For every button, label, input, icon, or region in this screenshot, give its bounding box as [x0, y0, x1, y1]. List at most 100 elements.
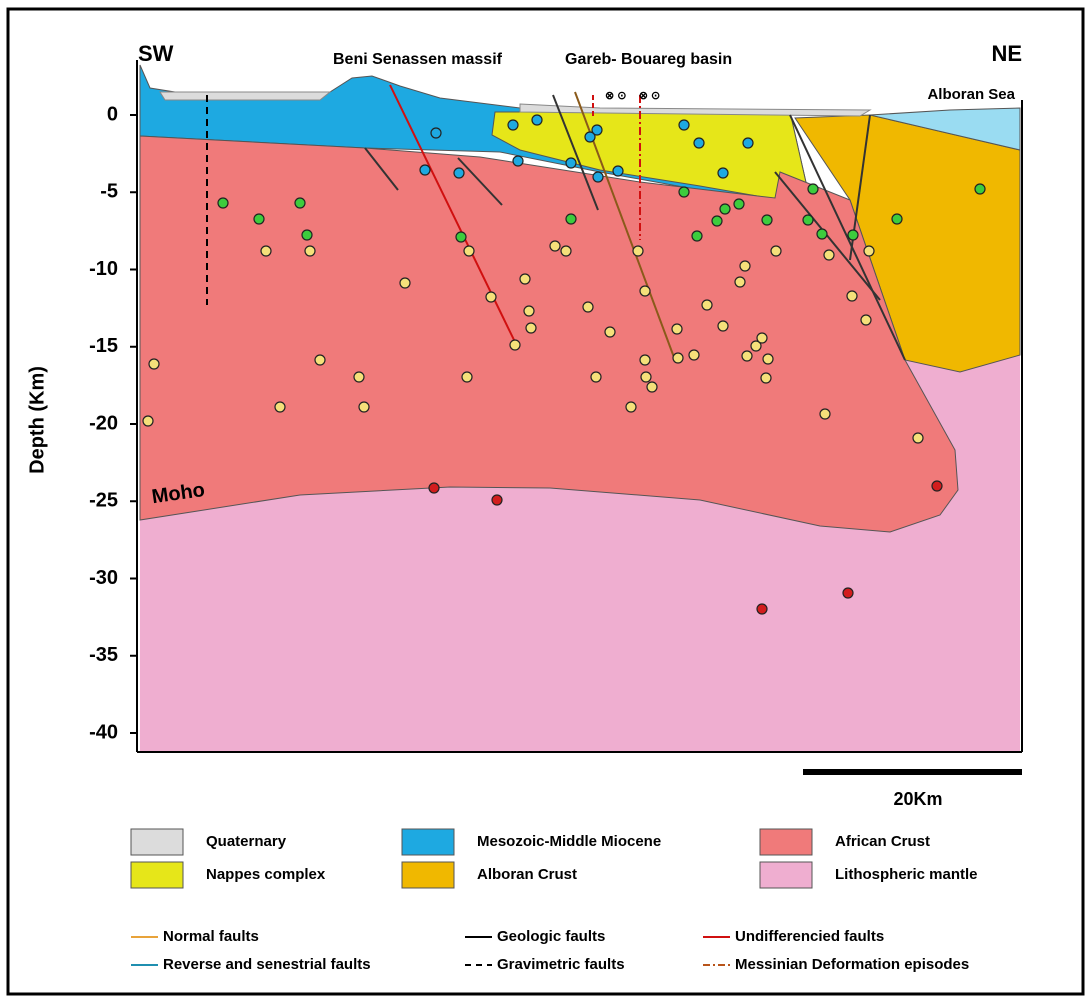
event [561, 246, 571, 256]
event [315, 355, 325, 365]
legend-label: Normal faults [163, 928, 259, 945]
scale-label: 20Km [893, 789, 942, 809]
event [431, 128, 441, 138]
event [583, 302, 593, 312]
axis-label: Depth (Km) [26, 366, 48, 474]
event [718, 168, 728, 178]
event [585, 132, 595, 142]
event [613, 166, 623, 176]
legend-swatch [402, 862, 454, 888]
event [740, 261, 750, 271]
figure: ⊗ ⊙ ⊗ ⊙ SW NE Beni Senassen massif Gareb… [0, 0, 1091, 1001]
event [640, 286, 650, 296]
event [261, 246, 271, 256]
event [149, 359, 159, 369]
event [757, 333, 767, 343]
event [354, 372, 364, 382]
event [647, 382, 657, 392]
event [763, 354, 773, 364]
event [757, 604, 767, 614]
legend-label: Lithospheric mantle [835, 866, 978, 883]
event [513, 156, 523, 166]
event [626, 402, 636, 412]
event [633, 246, 643, 256]
event [820, 409, 830, 419]
event [824, 250, 834, 260]
fault-symbols: ⊗ ⊙ ⊗ ⊙ [605, 90, 660, 102]
event [861, 315, 871, 325]
event [761, 373, 771, 383]
event [762, 215, 772, 225]
event [593, 172, 603, 182]
legend-label: African Crust [835, 833, 930, 850]
tick-label: -30 [89, 567, 118, 589]
basin-label: Gareb- Bouareg basin [565, 51, 732, 68]
legend-label: Geologic faults [497, 928, 605, 945]
event [975, 184, 985, 194]
event [566, 158, 576, 168]
tick-label: -15 [89, 335, 118, 357]
event [689, 350, 699, 360]
event [702, 300, 712, 310]
tick-label: -35 [89, 644, 118, 666]
event [932, 481, 942, 491]
legend-label: Mesozoic-Middle Miocene [477, 833, 661, 850]
event [305, 246, 315, 256]
tick-label: -20 [89, 412, 118, 434]
event [679, 120, 689, 130]
event [892, 214, 902, 224]
tick-label: -40 [89, 721, 118, 743]
event [734, 199, 744, 209]
event [429, 483, 439, 493]
tick-label: -10 [89, 258, 118, 280]
legend-swatch [131, 862, 183, 888]
event [462, 372, 472, 382]
legend-swatch [760, 862, 812, 888]
event [295, 198, 305, 208]
event [420, 165, 430, 175]
event [359, 402, 369, 412]
quaternary [160, 92, 330, 100]
event [743, 138, 753, 148]
event [672, 324, 682, 334]
event [456, 232, 466, 242]
event [913, 433, 923, 443]
event [520, 274, 530, 284]
event [454, 168, 464, 178]
legend-label: Alboran Crust [477, 866, 577, 883]
legend-label: Quaternary [206, 833, 287, 850]
event [566, 214, 576, 224]
legend-swatch [402, 829, 454, 855]
event [492, 495, 502, 505]
event [550, 241, 560, 251]
event [640, 355, 650, 365]
event [591, 372, 601, 382]
event [803, 215, 813, 225]
sea-label: Alboran Sea [927, 86, 1015, 103]
event [143, 416, 153, 426]
legend-swatch [760, 829, 812, 855]
legend-label: Nappes complex [206, 866, 326, 883]
event [843, 588, 853, 598]
event [510, 340, 520, 350]
massif-label: Beni Senassen massif [333, 51, 503, 68]
legend-label: Undifferencied faults [735, 928, 884, 945]
event [524, 306, 534, 316]
event [605, 327, 615, 337]
event [486, 292, 496, 302]
event [847, 291, 857, 301]
event [864, 246, 874, 256]
african-crust [140, 136, 958, 532]
event [720, 204, 730, 214]
event [735, 277, 745, 287]
tick-label: -25 [89, 490, 118, 512]
event [526, 323, 536, 333]
legend-label: Gravimetric faults [497, 956, 625, 973]
event [254, 214, 264, 224]
event [718, 321, 728, 331]
event [673, 353, 683, 363]
event [848, 230, 858, 240]
event [218, 198, 228, 208]
legend-swatch [131, 829, 183, 855]
event [808, 184, 818, 194]
